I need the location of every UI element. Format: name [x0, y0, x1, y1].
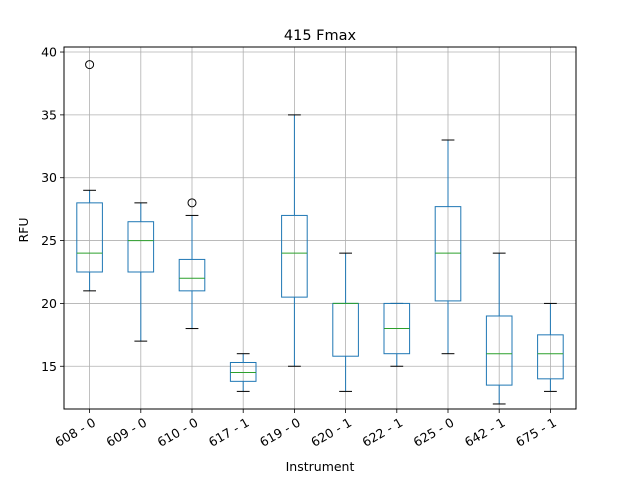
- y-tick-label: 15: [41, 359, 57, 374]
- box-group: [332, 252, 359, 392]
- y-tick-label: 25: [41, 233, 57, 248]
- outlier-point: [85, 60, 95, 70]
- boxes-layer: [76, 60, 564, 405]
- chart-title: 415 Fmax: [284, 28, 357, 44]
- box-group: [178, 198, 206, 330]
- box: [434, 206, 462, 302]
- box-group: [434, 139, 462, 355]
- plot-area-frame: [63, 46, 577, 410]
- box-group: [229, 353, 257, 392]
- y-axis-label: RFU: [16, 217, 31, 242]
- box: [178, 258, 206, 292]
- x-axis-label: Instrument: [286, 459, 355, 474]
- y-tick-label: 30: [41, 170, 57, 185]
- box: [76, 202, 103, 273]
- box: [281, 214, 308, 298]
- y-tick-label: 20: [41, 296, 57, 311]
- box: [127, 221, 155, 273]
- box-group: [127, 202, 155, 342]
- box-group: [383, 302, 411, 367]
- outlier-point: [187, 198, 197, 208]
- box: [229, 361, 257, 382]
- box-group: [76, 60, 103, 292]
- y-tick-label: 40: [41, 45, 57, 60]
- y-tick-label: 35: [41, 107, 57, 122]
- box-group: [537, 302, 564, 392]
- box-group: [485, 252, 513, 405]
- box-group: [281, 114, 308, 367]
- box: [537, 334, 564, 380]
- box: [485, 315, 513, 386]
- y-axis-ticks: 15 20 25 30 35 40: [41, 45, 64, 374]
